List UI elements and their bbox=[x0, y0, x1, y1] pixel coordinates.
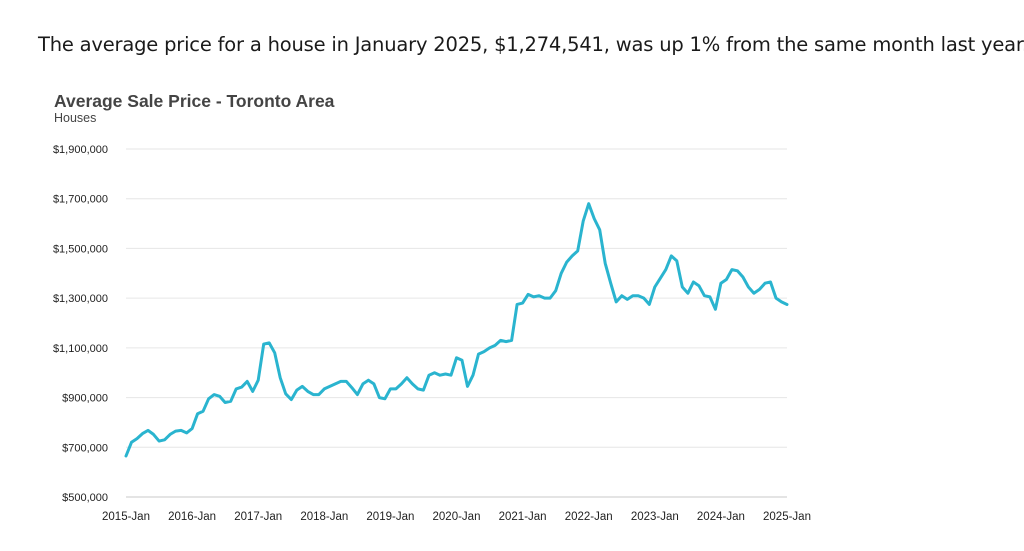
x-tick-label: 2018-Jan bbox=[300, 511, 348, 523]
x-tick-label: 2021-Jan bbox=[499, 511, 547, 523]
x-tick-label: 2020-Jan bbox=[433, 511, 481, 523]
headline: The average price for a house in January… bbox=[38, 33, 1024, 56]
x-tick-label: 2019-Jan bbox=[366, 511, 414, 523]
chart-title: Average Sale Price - Toronto Area bbox=[54, 91, 335, 111]
x-tick-label: 2023-Jan bbox=[631, 511, 679, 523]
y-axis-tick-labels: $500,000 $700,000 $900,000 $1,100,000 $1,300… bbox=[53, 144, 108, 504]
chart-subtitle: Houses bbox=[54, 111, 97, 125]
y-tick-label: $1,500,000 bbox=[53, 243, 108, 255]
x-tick-label: 2016-Jan bbox=[168, 511, 216, 523]
y-tick-label: $1,300,000 bbox=[53, 293, 108, 305]
x-tick-label: 2024-Jan bbox=[697, 511, 745, 523]
y-tick-label: $500,000 bbox=[62, 492, 108, 504]
y-tick-label: $700,000 bbox=[62, 442, 108, 454]
y-tick-label: $1,100,000 bbox=[53, 343, 108, 355]
x-axis-tick-labels: 2015-Jan 2016-Jan 2017-Jan 2018-Jan 2019-Jan… bbox=[102, 511, 811, 523]
x-tick-label: 2017-Jan bbox=[234, 511, 282, 523]
x-tick-label: 2025-Jan bbox=[763, 511, 811, 523]
series-layer bbox=[124, 202, 789, 458]
gridlines bbox=[126, 148, 787, 498]
y-tick-label: $1,900,000 bbox=[53, 144, 108, 156]
series-line bbox=[124, 202, 789, 458]
x-tick-label: 2015-Jan bbox=[102, 511, 150, 523]
y-tick-label: $1,700,000 bbox=[53, 194, 108, 206]
y-tick-label: $900,000 bbox=[62, 393, 108, 405]
x-tick-label: 2022-Jan bbox=[565, 511, 613, 523]
